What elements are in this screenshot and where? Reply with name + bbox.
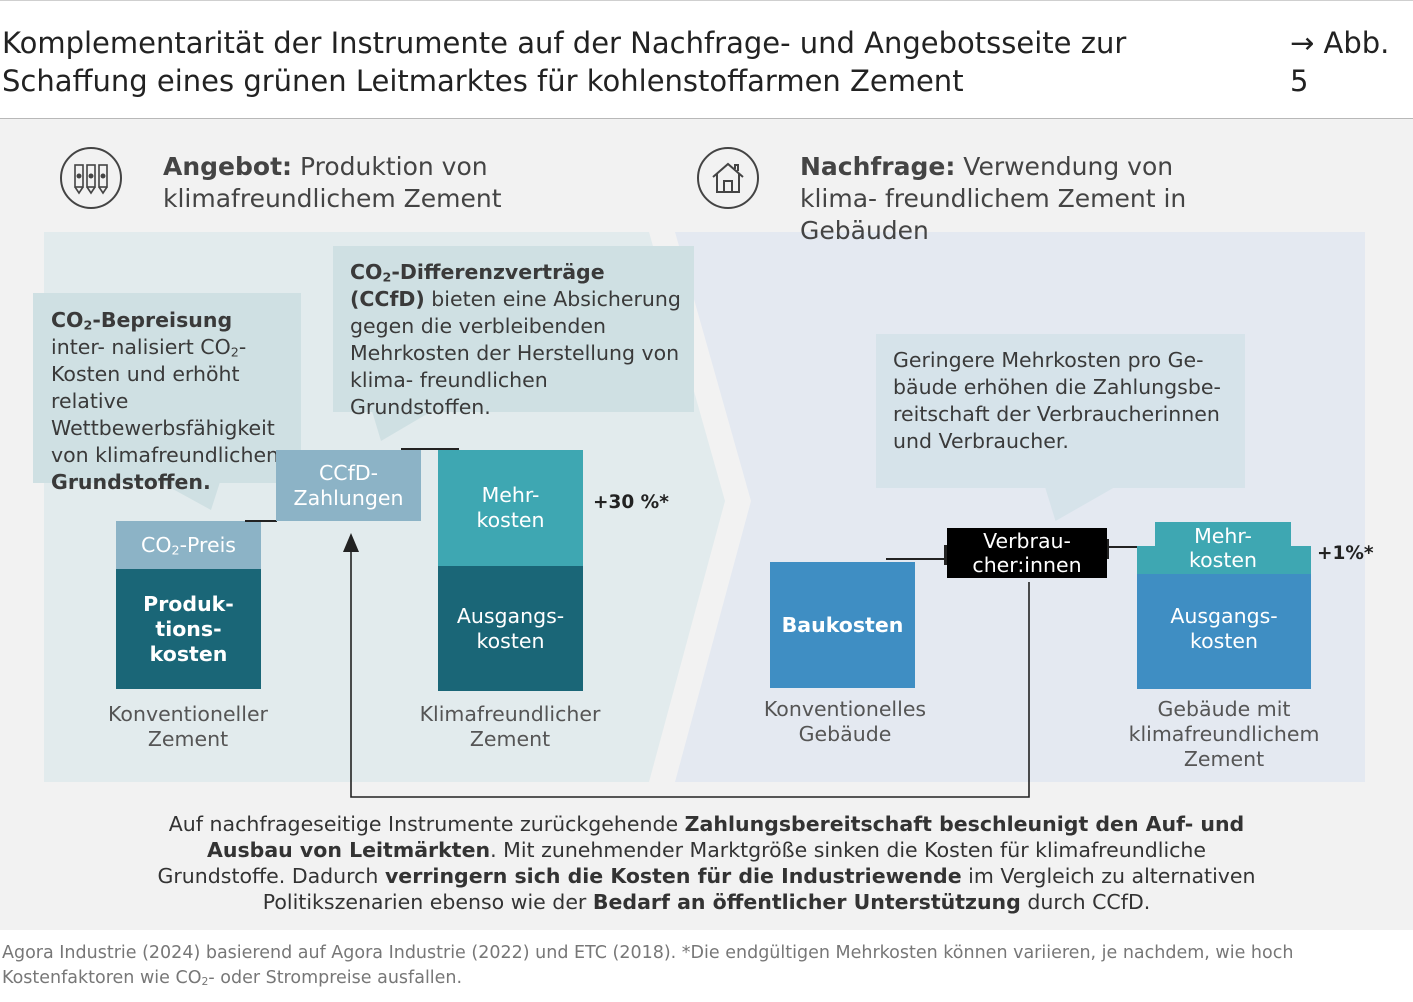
title-separator — [0, 118, 1413, 119]
consumers-box: Verbrau- cher:innen — [947, 528, 1107, 578]
co2-price-box: CO2-Preis — [116, 521, 261, 569]
co2-pricing-bubble — [33, 293, 301, 483]
production-costs-box: Produk- tions- kosten — [116, 569, 261, 689]
source-note: Agora Industrie (2024) basierend auf Ago… — [2, 943, 1294, 989]
green-cement-extra-pct: +30 %* — [593, 492, 669, 513]
page-title: Komplementarität der Instrumente auf der… — [2, 26, 1127, 98]
demand-bubble-text: Geringere Mehrkosten pro Ge- bäude erhöh… — [893, 348, 1221, 453]
demand-heading: Nachfrage: Verwendung von klima- freundl… — [800, 152, 1187, 245]
conv-cement-label: Konventioneller Zement — [107, 702, 268, 751]
summary-text: Auf nachfrageseitige Instrumente zurückg… — [157, 812, 1256, 914]
ccfd-payments-box: CCfD- Zahlungen — [276, 450, 421, 521]
green-building-base-costs: Ausgangs- kosten — [1170, 604, 1278, 653]
ccfd-text: CO2-Differenzverträge (CCfD) bieten eine… — [350, 260, 681, 419]
green-cement-label: Klimafreundlicher Zement — [419, 702, 601, 751]
conv-building-label: Konventionelles Gebäude — [763, 697, 927, 746]
consumers-right-tick — [1105, 539, 1109, 559]
co2-pricing-text: CO2-Bepreisung inter- nalisiert CO2-Kost… — [51, 308, 280, 494]
connector-building-consumers — [886, 558, 946, 560]
supply-heading: Angebot: Produktion von klimafreundliche… — [163, 152, 502, 213]
construction-costs-box: Baukosten — [770, 562, 915, 688]
demand-bubble — [876, 334, 1245, 488]
ccfd-bubble — [333, 246, 694, 412]
demand-panel — [675, 232, 1365, 782]
connector-consumers-green — [1107, 546, 1155, 548]
factory-silo-icon — [60, 147, 122, 209]
house-icon — [697, 147, 759, 209]
top-rule — [0, 0, 1413, 1]
connector-ccfd-green — [401, 448, 459, 450]
connector-co2-ccfd — [245, 520, 277, 522]
extra-costs-box: Mehr- kosten — [438, 450, 583, 566]
green-building-extra-pct: +1%* — [1317, 543, 1374, 564]
green-building-label: Gebäude mit klimafreundlichem Zement — [1128, 697, 1320, 771]
figure-reference: → Abb. 5 — [1290, 26, 1390, 98]
green-building-extra-costs: Mehr- kosten — [1155, 522, 1291, 574]
consumers-left-tick — [944, 545, 948, 565]
base-costs-box: Ausgangs- kosten — [438, 566, 583, 691]
